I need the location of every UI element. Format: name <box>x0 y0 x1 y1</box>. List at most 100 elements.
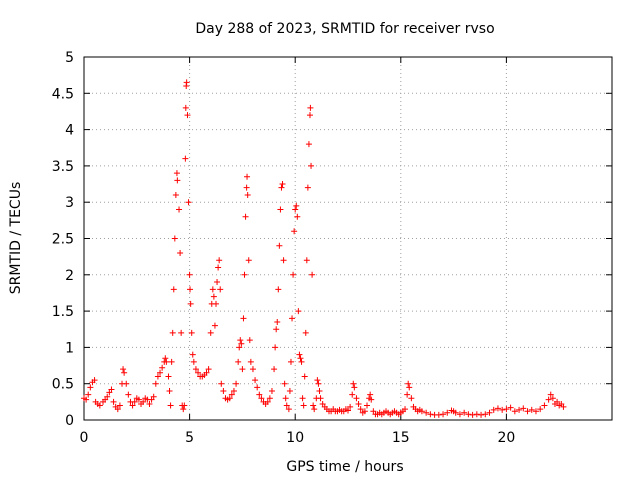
data-point <box>249 366 256 373</box>
data-point <box>190 358 197 365</box>
x-axis-label: GPS time / hours <box>286 459 403 475</box>
y-tick-label: 4 <box>65 123 74 139</box>
data-point <box>310 402 317 409</box>
axis-ticks: 0 0.5 1 1.5 2 2.5 3 3.5 4 4.5 5 0 5 10 15 20 <box>52 50 612 446</box>
data-point <box>473 411 480 418</box>
data-point <box>240 315 247 322</box>
data-point <box>465 411 472 418</box>
data-point <box>294 213 301 220</box>
y-tick-label: 1.5 <box>52 304 74 320</box>
data-point <box>129 402 136 409</box>
data-point <box>308 162 315 169</box>
data-point <box>121 369 128 376</box>
data-point <box>282 395 289 402</box>
data-point <box>273 326 280 333</box>
data-point <box>482 411 489 418</box>
data-point <box>209 286 216 293</box>
y-axis-label: SRMTID / TECUs <box>8 182 24 295</box>
data-point <box>214 279 221 286</box>
data-point <box>549 395 556 402</box>
data-point <box>220 387 227 394</box>
grid-lines <box>84 57 612 420</box>
data-point <box>215 264 222 271</box>
data-point <box>146 401 153 408</box>
data-point <box>560 403 567 410</box>
data-point <box>368 396 375 403</box>
data-point <box>188 329 195 336</box>
x-tick-label: 10 <box>286 430 304 446</box>
data-point <box>247 358 254 365</box>
data-point <box>293 202 300 209</box>
data-point <box>306 112 313 119</box>
data-point <box>123 380 130 387</box>
data-point <box>216 257 223 264</box>
data-point <box>236 344 243 351</box>
y-tick-label: 0 <box>65 413 74 429</box>
data-point <box>532 408 539 415</box>
data-point <box>183 79 190 86</box>
data-point <box>361 408 368 415</box>
data-point <box>469 411 476 418</box>
data-point <box>207 329 214 336</box>
data-point <box>245 257 252 264</box>
data-point <box>154 373 161 380</box>
data-point <box>349 391 356 398</box>
data-point <box>272 344 279 351</box>
data-point <box>281 380 288 387</box>
data-point <box>131 398 138 405</box>
data-point <box>140 398 147 405</box>
data-point <box>524 408 531 415</box>
data-point <box>317 395 324 402</box>
data-point <box>166 387 173 394</box>
data-point <box>218 380 225 387</box>
data-point <box>254 384 261 391</box>
data-point <box>192 366 199 373</box>
data-point <box>163 358 170 365</box>
data-point <box>440 411 447 418</box>
data-point <box>85 391 92 398</box>
data-point <box>297 355 304 362</box>
data-point <box>315 380 322 387</box>
data-point <box>244 191 251 198</box>
x-tick-label: 15 <box>392 430 410 446</box>
data-point <box>350 380 357 387</box>
data-point <box>187 286 194 293</box>
data-point <box>152 380 159 387</box>
data-point <box>275 286 282 293</box>
data-point <box>238 340 245 347</box>
data-point <box>423 409 430 416</box>
data-point <box>278 184 285 191</box>
data-point <box>427 411 434 418</box>
data-point <box>309 271 316 278</box>
data-point <box>244 173 251 180</box>
data-point <box>235 358 242 365</box>
data-point <box>545 396 552 403</box>
data-point <box>110 398 117 405</box>
data-point <box>181 402 188 409</box>
data-point <box>295 308 302 315</box>
data-point <box>547 391 554 398</box>
data-point <box>490 406 497 413</box>
data-point <box>289 315 296 322</box>
data-point <box>157 369 164 376</box>
data-point <box>185 199 192 206</box>
data-point <box>258 395 265 402</box>
data-point <box>180 406 187 413</box>
data-point <box>266 395 273 402</box>
x-tick-label: 0 <box>80 430 89 446</box>
data-point <box>187 300 194 307</box>
data-point <box>172 191 179 198</box>
data-point <box>486 409 493 416</box>
data-point <box>171 235 178 242</box>
data-point <box>520 405 527 412</box>
data-point <box>499 406 506 413</box>
data-point <box>516 406 523 413</box>
data-point <box>301 373 308 380</box>
data-point <box>554 398 561 405</box>
data-point <box>285 406 292 413</box>
data-point <box>444 409 451 416</box>
data-point <box>203 369 210 376</box>
data-point <box>186 271 193 278</box>
data-point <box>125 391 132 398</box>
